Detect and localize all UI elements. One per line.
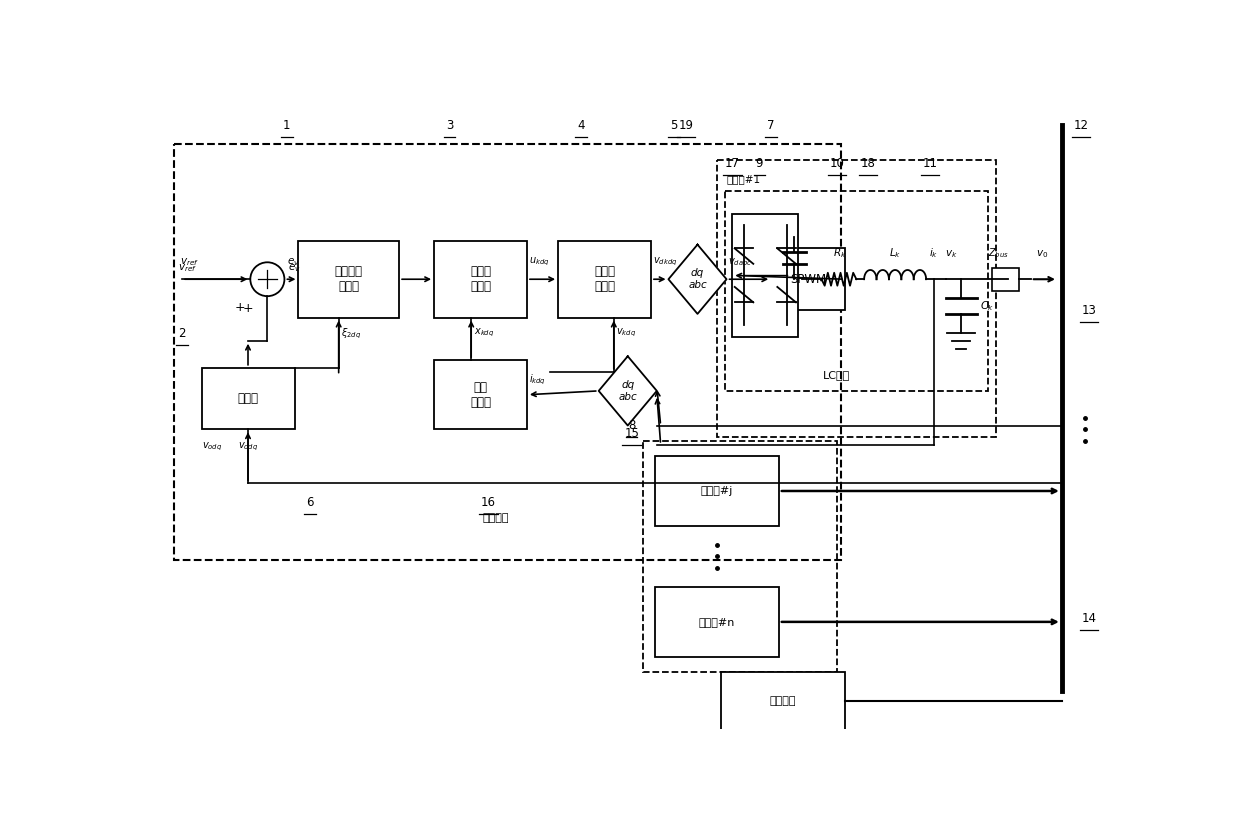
- Text: $v_k$: $v_k$: [945, 248, 959, 260]
- Text: 14: 14: [1081, 612, 1096, 625]
- Bar: [717, 160, 996, 437]
- Text: $C_k$: $C_k$: [981, 299, 994, 313]
- Bar: [771, 248, 844, 310]
- Text: dq
abc: dq abc: [619, 380, 637, 401]
- Bar: [434, 360, 527, 429]
- Bar: [720, 672, 844, 730]
- Text: $L_k$: $L_k$: [889, 247, 901, 260]
- Text: 4: 4: [578, 119, 585, 132]
- Text: 13: 13: [1081, 304, 1096, 316]
- Text: +: +: [243, 302, 253, 315]
- Text: 18: 18: [861, 157, 875, 170]
- Text: $i_k$: $i_k$: [929, 247, 939, 260]
- Text: $v_{odq}$: $v_{odq}$: [238, 441, 258, 454]
- Bar: [992, 268, 1019, 291]
- Text: 分布式
控制器: 分布式 控制器: [470, 265, 491, 293]
- Bar: [644, 441, 837, 672]
- Text: dq
abc: dq abc: [688, 269, 707, 290]
- Text: $v_{kdq}$: $v_{kdq}$: [616, 327, 636, 339]
- Circle shape: [250, 262, 284, 296]
- Text: $v_{dkdq}$: $v_{dkdq}$: [653, 256, 678, 268]
- Text: $\xi_{2dq}$: $\xi_{2dq}$: [341, 327, 361, 342]
- Text: $u_{kdq}$: $u_{kdq}$: [529, 256, 549, 268]
- Text: 3: 3: [446, 119, 453, 132]
- Text: $v_{ref}$: $v_{ref}$: [180, 256, 198, 268]
- Bar: [558, 241, 651, 318]
- Text: 5: 5: [671, 119, 678, 132]
- Text: $R_k$: $R_k$: [832, 247, 846, 260]
- Text: $Z_{bus}$: $Z_{bus}$: [988, 247, 1008, 260]
- Text: 逆变器#n: 逆变器#n: [698, 617, 735, 627]
- Text: 控制电路: 控制电路: [482, 513, 510, 523]
- Text: 6: 6: [306, 496, 314, 509]
- Bar: [299, 241, 399, 318]
- Text: $v_0$: $v_0$: [1037, 248, 1049, 260]
- Bar: [175, 144, 841, 560]
- Text: 逆变器#1: 逆变器#1: [727, 174, 761, 184]
- Text: $v_{ref}$: $v_{ref}$: [179, 262, 197, 274]
- Text: 参考波
生成器: 参考波 生成器: [594, 265, 615, 293]
- Text: 16: 16: [481, 496, 496, 509]
- Text: 观测器: 观测器: [238, 392, 258, 405]
- Text: +: +: [234, 301, 246, 314]
- Text: 误差跟踪
控制器: 误差跟踪 控制器: [335, 265, 363, 293]
- Bar: [724, 191, 988, 391]
- Text: 逆变器#j: 逆变器#j: [701, 486, 733, 496]
- Text: $e_v$: $e_v$: [286, 256, 300, 268]
- Text: $i_{kdq}$: $i_{kdq}$: [529, 373, 547, 387]
- Text: 19: 19: [678, 119, 693, 132]
- Polygon shape: [668, 245, 727, 314]
- Text: 15: 15: [624, 427, 639, 440]
- Text: 10: 10: [830, 157, 844, 170]
- Text: 17: 17: [725, 157, 740, 170]
- Text: 8: 8: [627, 419, 635, 432]
- Text: 2: 2: [179, 327, 186, 340]
- Bar: [434, 241, 527, 318]
- Text: 系统
重构器: 系统 重构器: [470, 381, 491, 409]
- Bar: [201, 368, 295, 429]
- Text: SPWM: SPWM: [790, 273, 826, 286]
- Text: 9: 9: [755, 157, 764, 170]
- Bar: [655, 456, 779, 526]
- Text: $e_v$: $e_v$: [288, 262, 301, 274]
- Text: 12: 12: [1074, 119, 1089, 132]
- Polygon shape: [599, 356, 657, 426]
- Text: LC滤波: LC滤波: [823, 370, 851, 381]
- Text: 11: 11: [923, 157, 937, 170]
- Text: $v_{odq}$: $v_{odq}$: [201, 441, 222, 454]
- Text: 1: 1: [283, 119, 290, 132]
- Text: $v_{dabc}$: $v_{dabc}$: [729, 256, 753, 268]
- Bar: [655, 587, 779, 657]
- Text: 7: 7: [768, 119, 775, 132]
- Text: 三相负载: 三相负载: [770, 696, 796, 706]
- Text: $x_{kdq}$: $x_{kdq}$: [474, 327, 494, 339]
- Bar: [733, 214, 799, 337]
